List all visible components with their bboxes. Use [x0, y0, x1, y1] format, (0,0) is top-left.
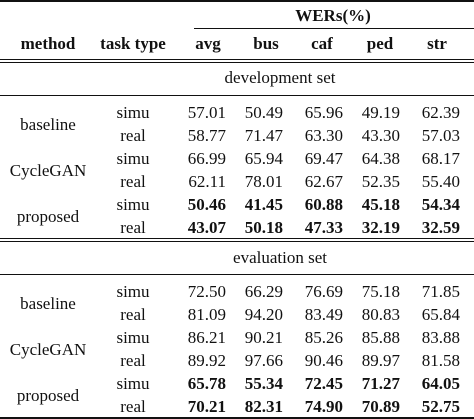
section-title-development: development set: [224, 68, 336, 87]
wer-cell-ped: 32.19: [361, 218, 400, 237]
wer-cell-avg: 81.09: [187, 305, 226, 324]
wer-cell-ped: 71.27: [361, 374, 400, 393]
task-type-cell: real: [120, 397, 146, 416]
wer-cell-ped: 52.35: [361, 172, 400, 191]
wer-cell-caf: 69.47: [304, 149, 343, 168]
eval-section-rule: [0, 274, 474, 275]
wer-cell-avg: 50.46: [187, 195, 226, 214]
wer-cell-ped: 75.18: [361, 282, 400, 301]
wer-cell-ped: 64.38: [361, 149, 400, 168]
bottom-rule: [0, 417, 474, 419]
wer-cell-str: 54.34: [421, 195, 460, 214]
method-label: baseline: [20, 115, 76, 134]
wer-cell-str: 81.58: [421, 351, 460, 370]
col-header-bus: bus: [253, 34, 279, 53]
wer-cell-avg: 86.21: [187, 328, 226, 347]
wer-cell-caf: 60.88: [304, 195, 343, 214]
wer-cell-str: 71.85: [421, 282, 460, 301]
wer-cell-caf: 65.96: [304, 103, 343, 122]
wer-cell-caf: 47.33: [304, 218, 343, 237]
wer-cell-ped: 43.30: [361, 126, 400, 145]
wer-cell-avg: 43.07: [187, 218, 226, 237]
task-type-cell: simu: [116, 149, 150, 168]
wer-cell-ped: 45.18: [361, 195, 400, 214]
wer-cell-str: 32.59: [421, 218, 460, 237]
task-type-cell: real: [120, 172, 146, 191]
wer-cell-caf: 76.69: [304, 282, 343, 301]
wer-cell-avg: 65.78: [187, 374, 226, 393]
task-type-cell: real: [120, 305, 146, 324]
wer-cell-avg: 70.21: [187, 397, 226, 416]
section-separator-rule-1: [0, 238, 474, 239]
col-header-avg: avg: [195, 34, 221, 53]
wer-cell-avg: 57.01: [187, 103, 226, 122]
method-label: baseline: [20, 294, 76, 313]
wer-cell-avg: 89.92: [187, 351, 226, 370]
col-header-task-type: task type: [100, 34, 166, 53]
wer-cell-bus: 94.20: [244, 305, 283, 324]
wer-cell-bus: 50.18: [244, 218, 283, 237]
dev-section-rule: [0, 95, 474, 96]
wer-cell-caf: 62.67: [304, 172, 343, 191]
task-type-cell: real: [120, 351, 146, 370]
wer-cell-caf: 72.45: [304, 374, 343, 393]
wer-cell-ped: 80.83: [361, 305, 400, 324]
col-header-caf: caf: [311, 34, 333, 53]
wer-cell-caf: 83.49: [304, 305, 343, 324]
header-bottom-rule-2: [0, 62, 474, 63]
method-label: proposed: [16, 386, 80, 405]
section-title-evaluation: evaluation set: [233, 248, 327, 267]
wer-cell-bus: 90.21: [244, 328, 283, 347]
method-label: CycleGAN: [9, 161, 87, 180]
wer-cell-caf: 63.30: [304, 126, 343, 145]
wer-cell-str: 62.39: [421, 103, 460, 122]
wer-cell-bus: 55.34: [244, 374, 283, 393]
task-type-cell: real: [120, 218, 146, 237]
wer-cell-bus: 82.31: [244, 397, 283, 416]
wer-cell-avg: 66.99: [187, 149, 226, 168]
task-type-cell: simu: [116, 374, 150, 393]
col-header-ped: ped: [366, 34, 394, 53]
wer-cell-caf: 74.90: [304, 397, 343, 416]
wer-cell-bus: 41.45: [244, 195, 283, 214]
wer-cell-bus: 66.29: [244, 282, 283, 301]
wer-cell-avg: 58.77: [187, 126, 226, 145]
col-header-method: method: [20, 34, 76, 53]
wer-cell-str: 65.84: [421, 305, 460, 324]
method-label: CycleGAN: [9, 340, 87, 359]
top-rule: [0, 0, 474, 2]
wer-cell-caf: 90.46: [304, 351, 343, 370]
task-type-cell: simu: [116, 282, 150, 301]
wer-cell-bus: 50.49: [244, 103, 283, 122]
wer-cell-bus: 65.94: [244, 149, 283, 168]
wer-cell-str: 52.75: [421, 397, 460, 416]
wer-cell-str: 64.05: [421, 374, 460, 393]
wer-cell-str: 55.40: [421, 172, 460, 191]
wer-cell-str: 83.88: [421, 328, 460, 347]
wer-cell-ped: 89.97: [361, 351, 400, 370]
wer-cell-caf: 85.26: [304, 328, 343, 347]
wer-cell-bus: 97.66: [244, 351, 283, 370]
task-type-cell: real: [120, 126, 146, 145]
wer-cell-str: 68.17: [421, 149, 460, 168]
wer-cell-ped: 85.88: [361, 328, 400, 347]
wers-group-underline: [194, 28, 474, 29]
col-header-str: str: [427, 34, 447, 53]
header-bottom-rule-1: [0, 59, 474, 60]
task-type-cell: simu: [116, 103, 150, 122]
task-type-cell: simu: [116, 328, 150, 347]
section-separator-rule-2: [0, 241, 474, 242]
method-label: proposed: [16, 207, 80, 226]
wer-cell-ped: 70.89: [361, 397, 400, 416]
wer-cell-str: 57.03: [421, 126, 460, 145]
task-type-cell: simu: [116, 195, 150, 214]
wer-cell-avg: 62.11: [188, 172, 226, 191]
wer-cell-avg: 72.50: [187, 282, 226, 301]
wer-cell-ped: 49.19: [361, 103, 400, 122]
wers-group-header: WERs(%): [295, 6, 371, 25]
wer-cell-bus: 71.47: [244, 126, 283, 145]
wer-cell-bus: 78.01: [244, 172, 283, 191]
